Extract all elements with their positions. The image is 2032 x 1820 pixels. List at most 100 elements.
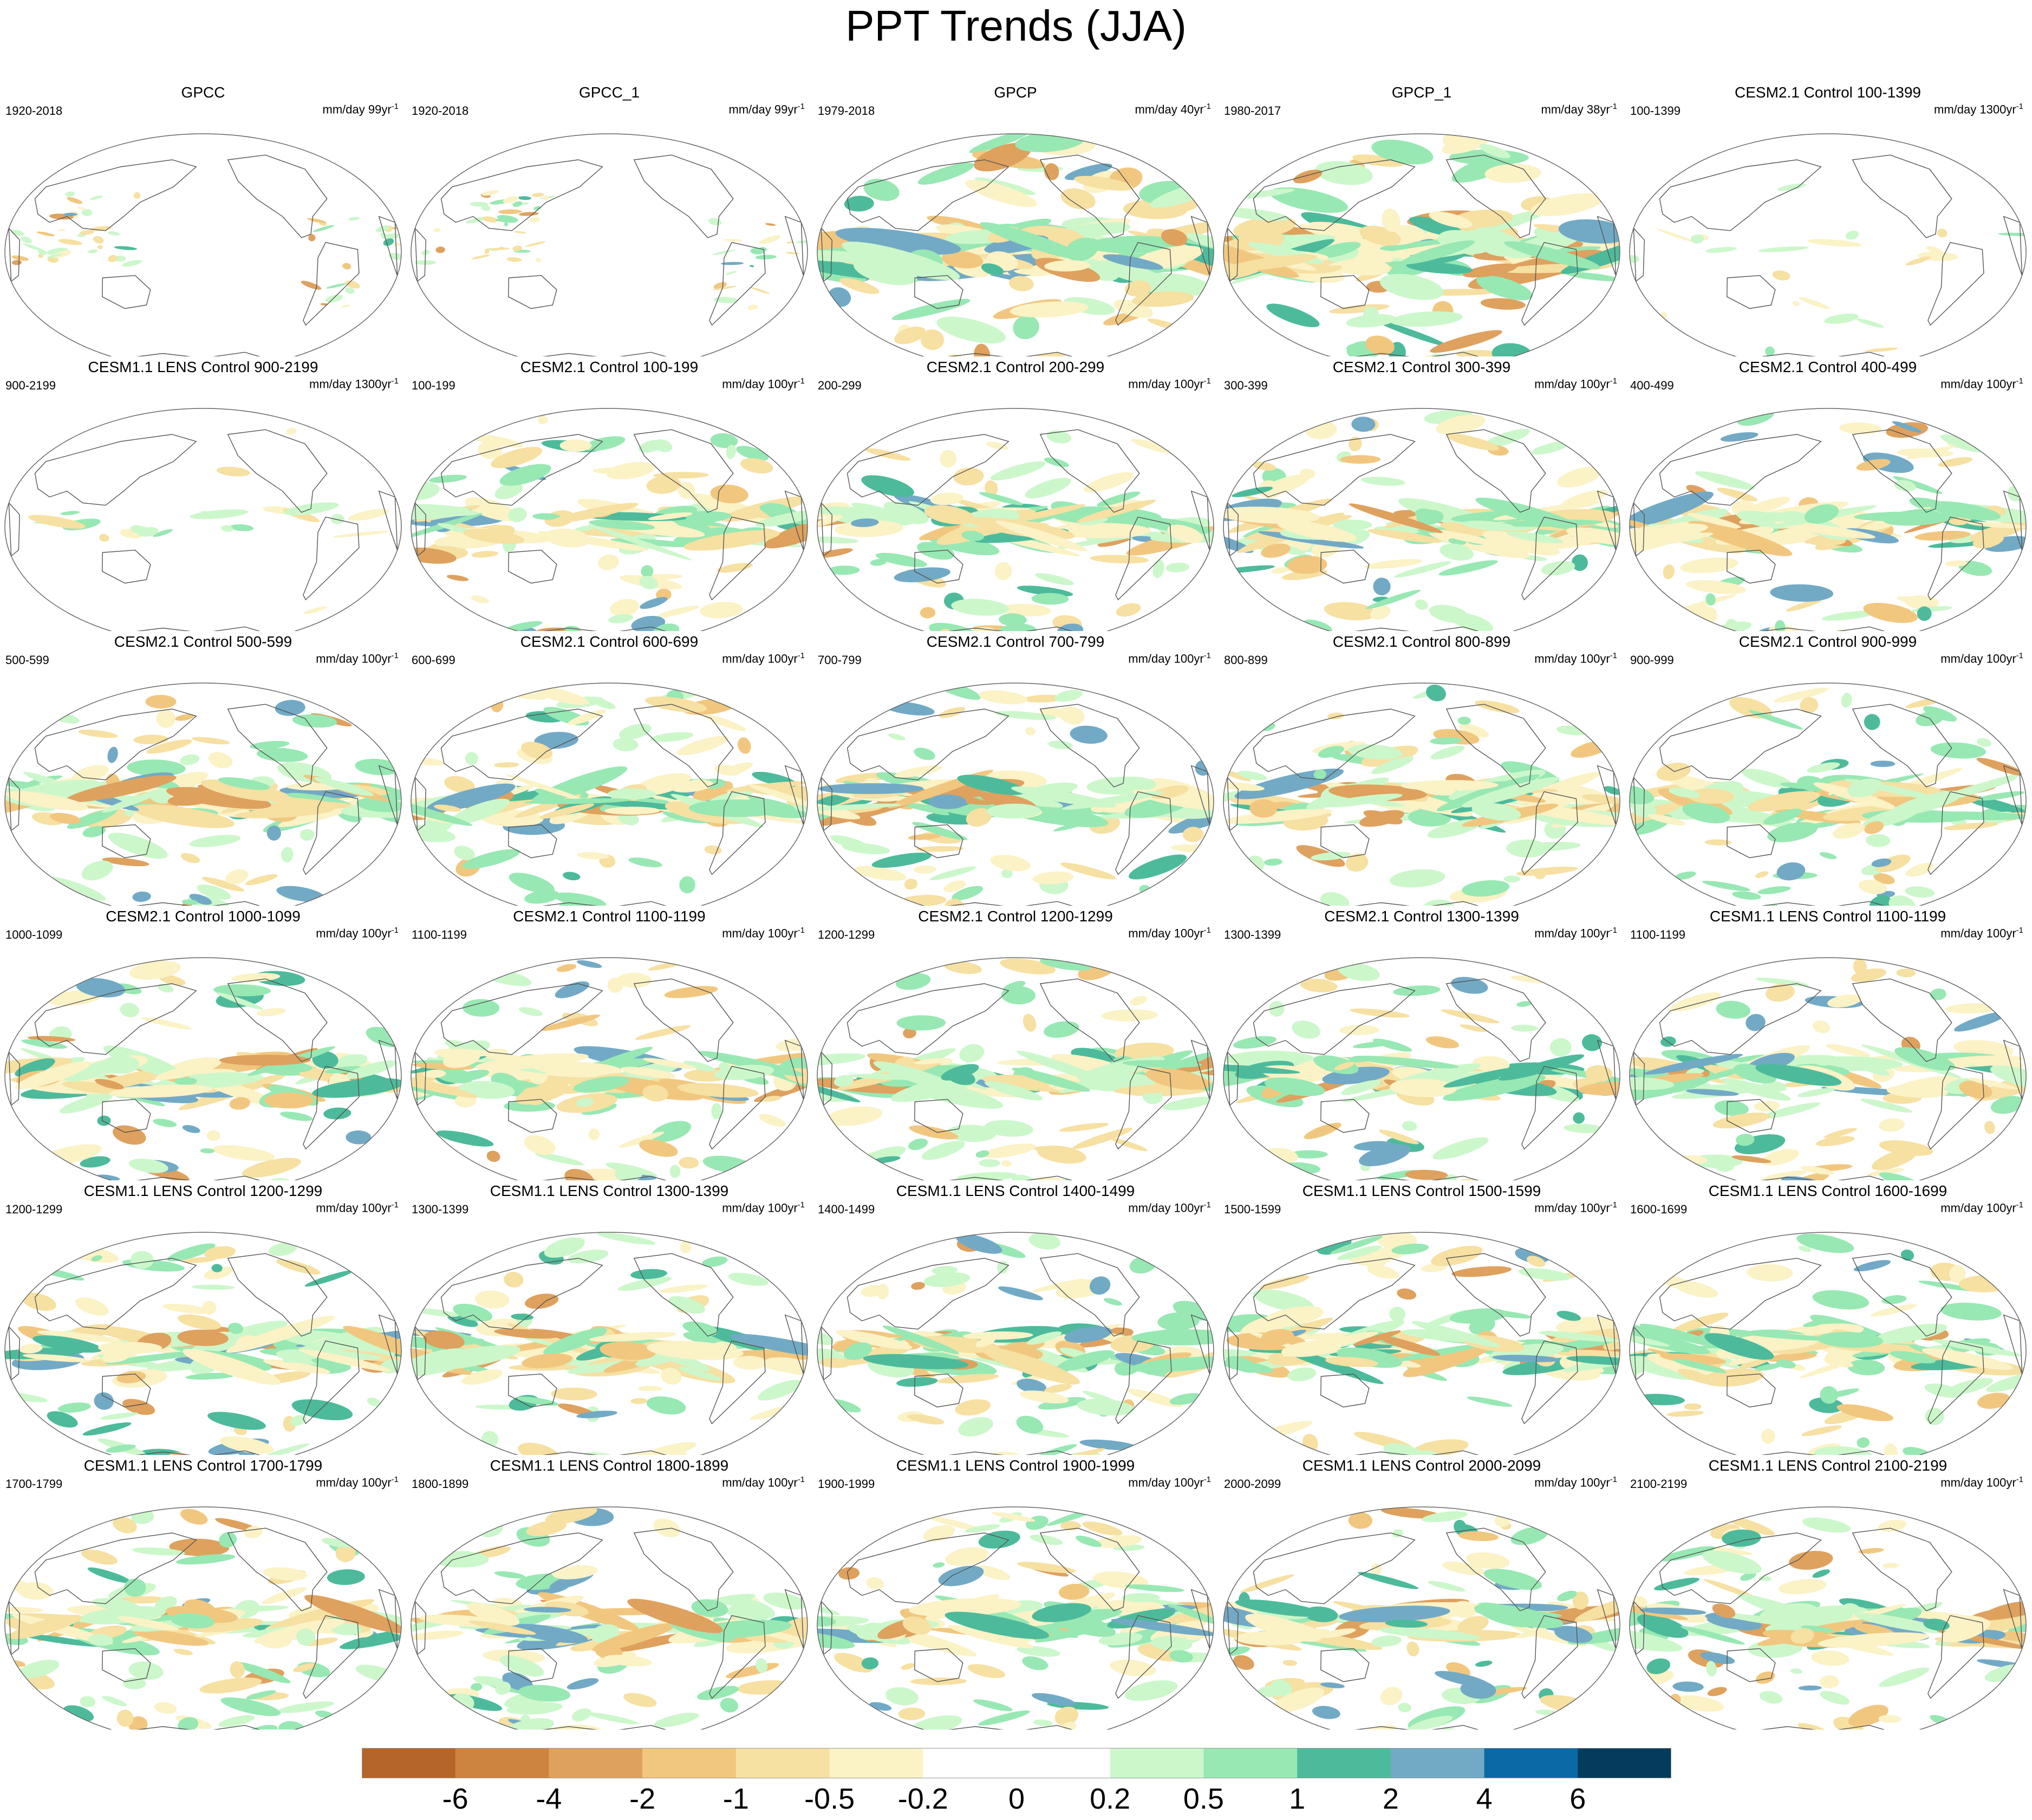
panel-units-text: mm/day 100yr [722,1201,797,1214]
panel-year-range: 200-299 [818,379,862,393]
map-panel: CESM2.1 Control 1300-1399 1300-1399 mm/day… [1219,905,1625,1180]
panel-units-text: mm/day 100yr [1940,926,2016,940]
colorbar [362,1748,1671,1778]
panel-units-exponent: -1 [1204,1200,1211,1210]
panel-units-exponent: -1 [1204,376,1211,386]
panel-year-range: 1300-1399 [1224,928,1281,942]
panel-units: mm/day 99yr-1 [323,102,399,116]
panel-units-text: mm/day 100yr [1128,926,1203,940]
map-plot [1625,356,2031,631]
panel-title: CESM1.1 LENS Control 1300-1399 [406,1182,812,1200]
panel-title: CESM1.1 LENS Control 1900-1999 [812,1457,1219,1475]
panel-year-range: 300-399 [1224,379,1268,393]
panel-units-exponent: -1 [1610,102,1617,111]
colorbar-label: 2 [1383,1782,1399,1816]
panel-units-exponent: -1 [392,1200,399,1210]
panel-year-range: 1600-1699 [1630,1202,1687,1217]
panel-units: mm/day 100yr-1 [1128,651,1211,666]
panel-title: CESM2.1 Control 500-599 [0,633,406,651]
map-plot [1219,81,1625,356]
map-plot [0,356,406,631]
panel-units-exponent: -1 [798,1475,805,1484]
panel-units: mm/day 100yr-1 [722,651,805,666]
panel-title: CESM1.1 LENS Control 1100-1199 [1625,907,2031,926]
panel-title: GPCC_1 [406,83,812,102]
panel-units-text: mm/day 1300yr [1934,102,2016,116]
panel-units-exponent: -1 [392,102,399,111]
panel-title: GPCP_1 [1219,83,1625,102]
panel-units-text: mm/day 100yr [1940,377,2016,391]
panel-units: mm/day 100yr-1 [1940,1200,2023,1215]
panel-units-exponent: -1 [1610,1475,1617,1484]
map-plot [1219,630,1625,906]
panel-year-range: 1300-1399 [412,1202,468,1217]
panel-year-range: 600-699 [412,653,455,667]
panel-year-range: 800-899 [1224,653,1268,667]
panel-year-range: 1400-1499 [818,1202,875,1217]
panel-year-range: 1200-1299 [818,928,875,942]
panel-title: CESM2.1 Control 300-399 [1219,358,1625,376]
panel-units-exponent: -1 [798,1200,805,1210]
panel-year-range: 1800-1899 [412,1477,468,1491]
panel-units-text: mm/day 100yr [1534,1476,1610,1489]
panel-year-range: 900-999 [1630,653,1674,667]
panel-units: mm/day 40yr-1 [1135,102,1212,116]
panel-units-text: mm/day 100yr [722,652,797,665]
panel-units-text: mm/day 100yr [1940,1201,2016,1214]
panel-units: mm/day 1300yr-1 [309,376,399,391]
colorbar-swatch [1484,1748,1578,1778]
map-plot [1219,356,1625,631]
panel-units: mm/day 100yr-1 [722,926,805,940]
panel-title: CESM1.1 LENS Control 1600-1699 [1625,1182,2031,1200]
map-plot [1625,1180,2031,1455]
panel-year-range: 1979-2018 [818,104,875,118]
map-plot [812,905,1219,1180]
panel-units: mm/day 100yr-1 [722,1200,805,1215]
panel-units: mm/day 100yr-1 [1940,926,2023,940]
map-plot [0,905,406,1180]
panel-units: mm/day 100yr-1 [316,926,399,940]
colorbar-label: 4 [1476,1782,1493,1816]
panel-units: mm/day 100yr-1 [1128,1200,1211,1215]
panel-units-exponent: -1 [392,651,399,660]
map-plot [1625,1454,2031,1730]
colorbar-label: -6 [442,1782,468,1816]
panel-units-text: mm/day 1300yr [309,377,392,391]
colorbar-swatch [1203,1748,1297,1778]
panel-title: CESM1.1 LENS Control 1800-1899 [406,1457,812,1475]
colorbar-swatches [362,1748,1671,1778]
map-plot [406,905,812,1180]
panel-title: CESM2.1 Control 200-299 [812,358,1219,376]
map-plot [406,81,812,356]
panel-units: mm/day 100yr-1 [1940,651,2023,666]
panel-units: mm/day 100yr-1 [316,1200,399,1215]
panel-title: CESM2.1 Control 1300-1399 [1219,907,1625,926]
panel-units-text: mm/day 100yr [1534,926,1610,940]
colorbar-label: -4 [536,1782,562,1816]
colorbar-label: -2 [629,1782,655,1816]
panel-units-exponent: -1 [798,651,805,660]
map-plot [0,81,406,356]
map-plot [812,81,1219,356]
panel-year-range: 1700-1799 [5,1477,62,1491]
panel-units-exponent: -1 [392,926,399,935]
map-plot [1219,1454,1625,1730]
panel-units: mm/day 100yr-1 [1128,926,1211,940]
colorbar-label: -1 [723,1782,749,1816]
panel-units-text: mm/day 100yr [1534,652,1610,665]
panel-units-text: mm/day 100yr [1940,652,2016,665]
colorbar-label: -0.5 [804,1782,855,1816]
